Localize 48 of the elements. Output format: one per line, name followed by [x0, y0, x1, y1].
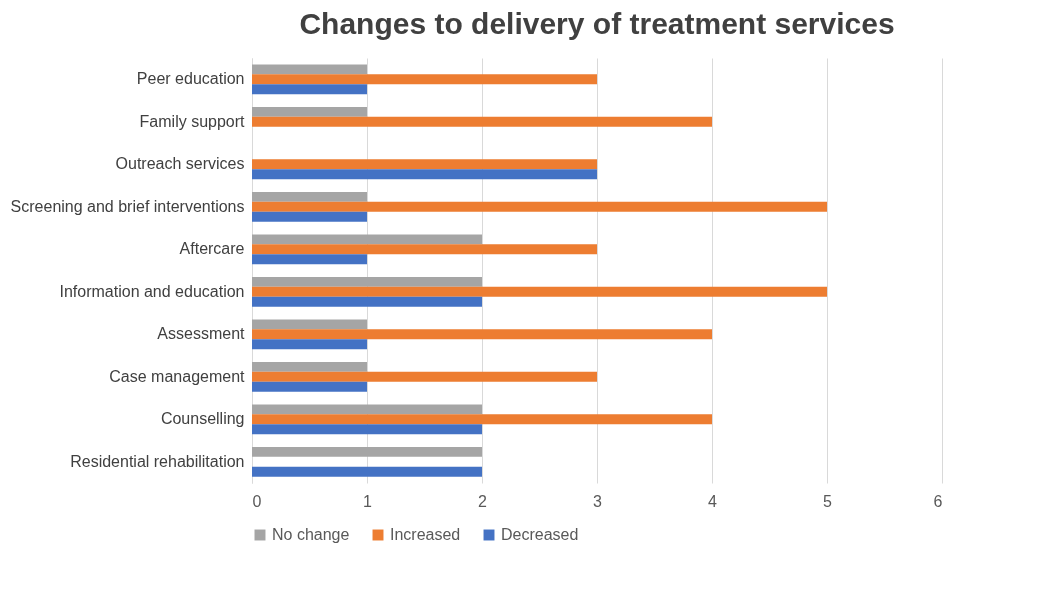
y-tick-label: Information and education	[59, 282, 245, 300]
legend-label: No change	[272, 526, 350, 543]
y-tick-label: Peer education	[136, 70, 245, 88]
bar	[252, 169, 597, 180]
bar	[252, 64, 367, 75]
bar	[252, 339, 367, 350]
bar	[252, 84, 367, 95]
bar	[252, 276, 482, 287]
bar	[252, 244, 597, 255]
y-tick-label: Aftercare	[179, 240, 245, 258]
y-tick-label: Case management	[109, 367, 246, 385]
bar	[252, 371, 597, 382]
bar	[252, 234, 482, 245]
bar	[252, 319, 367, 330]
x-tick-label: 0	[252, 492, 262, 510]
x-tick-label: 2	[478, 492, 488, 510]
bar	[252, 286, 827, 297]
bar	[252, 211, 367, 222]
x-tick-label: 6	[933, 492, 943, 510]
bar	[252, 361, 367, 372]
bar	[252, 296, 482, 307]
bar	[252, 191, 367, 202]
y-tick-label: Screening and brief interventions	[10, 197, 245, 215]
y-tick-label: Outreach services	[115, 155, 245, 173]
bar	[252, 74, 597, 85]
legend-label: Increased	[390, 526, 461, 543]
x-tick-label: 3	[593, 492, 603, 510]
bar	[252, 159, 597, 170]
bar	[252, 381, 367, 392]
bar	[252, 254, 367, 265]
y-tick-label: Counselling	[160, 410, 245, 428]
bar	[252, 446, 482, 457]
bar	[252, 106, 367, 117]
x-tick-label: 4	[708, 492, 718, 510]
chart-title: Changes to delivery of treatment services	[299, 7, 895, 40]
bar	[252, 424, 482, 435]
y-tick-label: Family support	[139, 112, 246, 130]
bar	[252, 466, 482, 477]
bar	[252, 116, 712, 127]
bar	[252, 404, 482, 415]
y-tick-label: Residential rehabilitation	[70, 452, 245, 470]
legend-label: Decreased	[501, 526, 579, 543]
x-tick-label: 5	[823, 492, 833, 510]
bar	[252, 329, 712, 340]
x-tick-label: 1	[363, 492, 373, 510]
bar	[252, 201, 827, 212]
bar	[252, 414, 712, 425]
y-tick-label: Assessment	[157, 325, 246, 343]
